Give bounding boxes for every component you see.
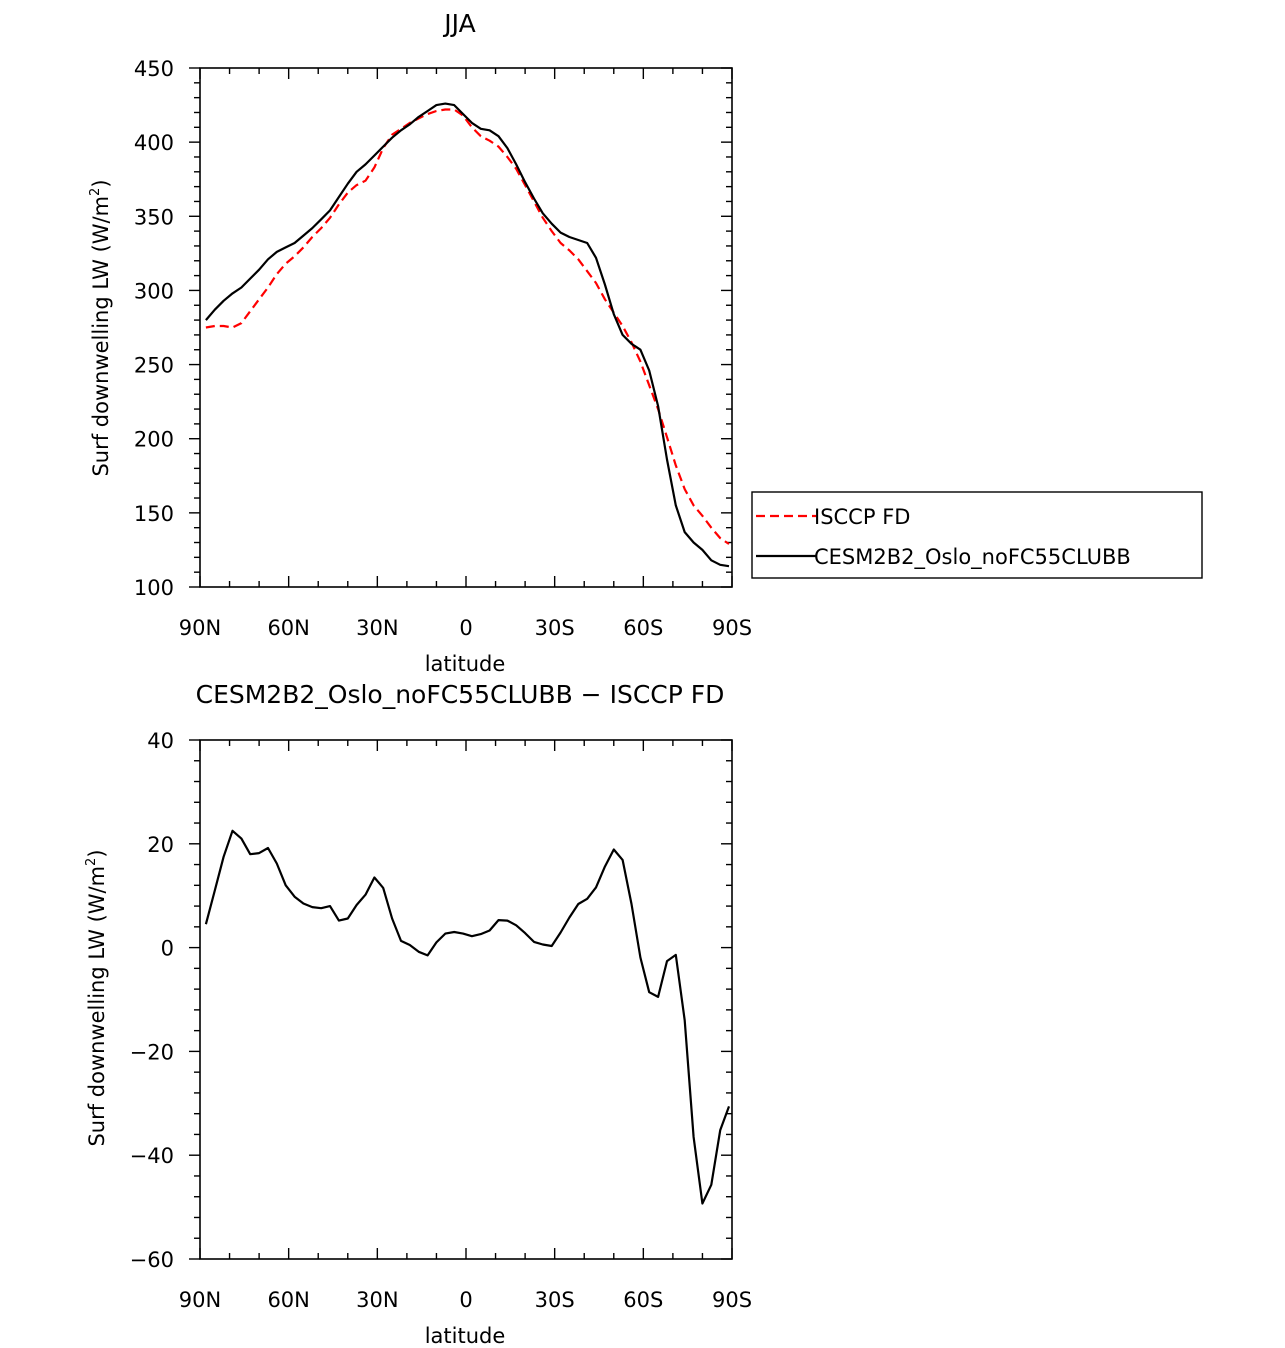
bottom-series-line-0 [204,829,731,1205]
legend-label-isccp: ISCCP FD [814,505,910,529]
legend-label-cesm: CESM2B2_Oslo_noFC55CLUBB [814,545,1131,570]
top-axis-ticks [189,67,733,588]
bottom-y-tick-label: 20 [147,833,174,857]
top-series-line-cesm2b2-oslo-nofc55clubb [205,102,730,568]
top-plot-frame [199,67,733,588]
bottom-x-tick-label: 30S [535,1288,575,1312]
top-x-tick-label: 90N [179,616,221,640]
bottom-y-tick-label: 40 [147,729,174,753]
bottom-panel: CESM2B2_Oslo_noFC55CLUBB − ISCCP FD 90N 6… [84,680,752,1348]
bottom-x-tick-label: 90N [179,1288,221,1312]
bottom-x-axis-label: latitude [425,1324,506,1348]
top-y-tick-label: 150 [134,502,174,526]
bottom-series-lines [204,829,731,1205]
top-x-tick-label: 60S [623,616,663,640]
top-y-axis-label: Surf downwelling LW (W/m2) [88,179,113,476]
top-y-tick-label: 100 [134,576,174,600]
bottom-x-tick-label: 60S [623,1288,663,1312]
legend-box [751,491,1203,579]
bottom-y-tick-label: −60 [130,1248,174,1272]
top-x-tick-label: 0 [459,616,472,640]
bottom-x-tick-label: 60N [267,1288,309,1312]
top-x-tick-label: 60N [267,616,309,640]
top-panel: JJA 90N 60N 30N 0 30S 60S 90S 100 150 200 250 300 35… [88,9,1203,676]
bottom-plot-frame [199,739,733,1260]
top-series-lines [205,102,730,568]
top-chart-title: JJA [442,9,475,38]
top-series-line-isccp-fd [205,108,730,545]
bottom-x-tick-label: 0 [459,1288,472,1312]
top-y-tick-label: 450 [134,57,174,81]
bottom-x-tick-label: 90S [712,1288,752,1312]
bottom-y-axis-label: Surf downwelling LW (W/m2) [84,849,109,1146]
top-y-tick-label: 350 [134,205,174,229]
top-x-tick-label: 30N [356,616,398,640]
legend: ISCCP FD CESM2B2_Oslo_noFC55CLUBB [751,491,1203,579]
bottom-axis-ticks [189,739,733,1260]
bottom-x-tick-label: 30N [356,1288,398,1312]
top-y-tick-label: 400 [134,131,174,155]
top-y-tick-label: 300 [134,279,174,303]
top-y-tick-label: 250 [134,354,174,378]
top-x-tick-label: 90S [712,616,752,640]
bottom-y-tick-label: 0 [161,937,174,961]
top-axis-tick-labels: 90N 60N 30N 0 30S 60S 90S 100 150 200 250 300 350 400… [134,57,752,640]
top-x-tick-label: 30S [535,616,575,640]
bottom-y-tick-label: −20 [130,1040,174,1064]
top-y-tick-label: 200 [134,428,174,452]
bottom-axis-tick-labels: 90N 60N 30N 0 30S 60S 90S −60 −40 −20 0 20 40 [130,729,752,1312]
bottom-chart-title: CESM2B2_Oslo_noFC55CLUBB − ISCCP FD [196,680,725,709]
top-x-axis-label: latitude [425,652,506,676]
bottom-y-tick-label: −40 [130,1144,174,1168]
